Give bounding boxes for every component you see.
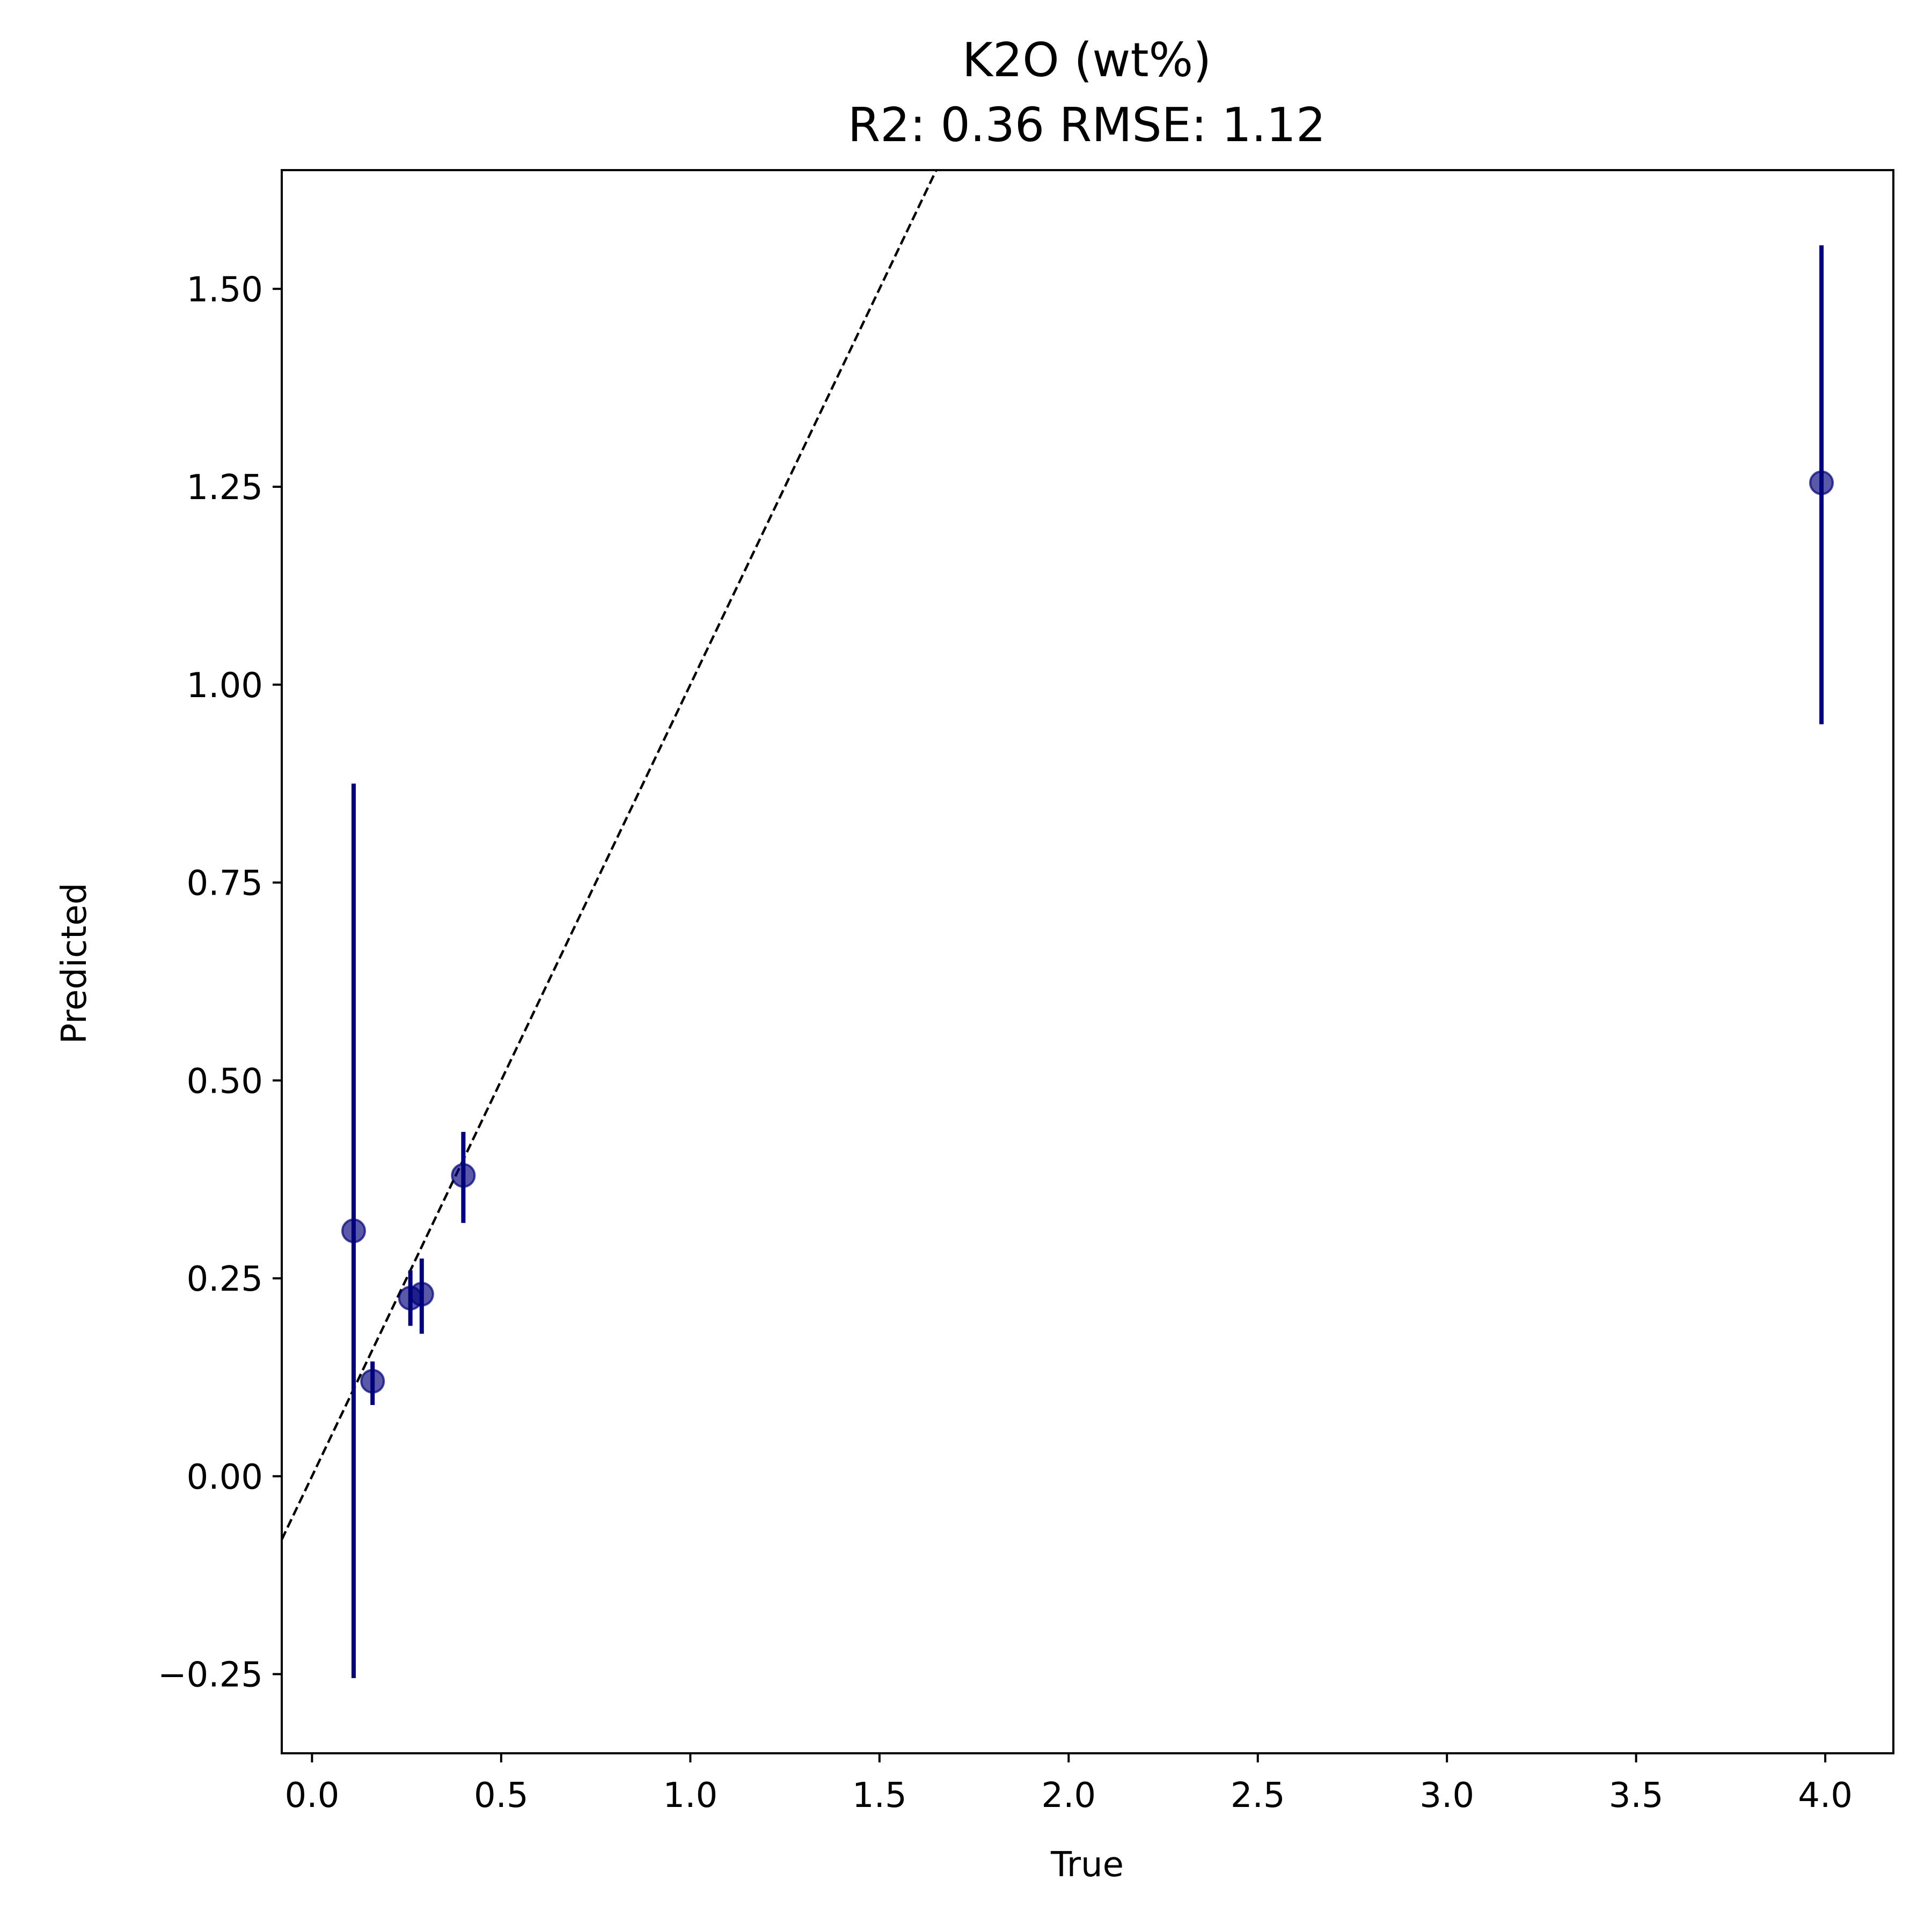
y-tick-label: 1.50 <box>187 270 264 310</box>
y-tick-label: −0.25 <box>158 1656 263 1695</box>
y-tick-label: 1.00 <box>187 666 264 706</box>
chart-subtitle: R2: 0.36 RMSE: 1.12 <box>848 98 1326 152</box>
x-tick-label: 4.0 <box>1798 1776 1853 1816</box>
y-tick-label: 0.75 <box>187 864 264 904</box>
data-point <box>409 1282 434 1307</box>
x-tick-label: 1.5 <box>852 1776 907 1816</box>
x-tick-label: 1.0 <box>663 1776 718 1816</box>
data-points <box>341 470 1834 1394</box>
x-axis-label: True <box>1050 1845 1124 1885</box>
x-tick-label: 0.0 <box>285 1776 340 1816</box>
data-point <box>360 1368 385 1394</box>
x-tick-label: 3.0 <box>1419 1776 1474 1816</box>
x-tick-label: 0.5 <box>474 1776 529 1816</box>
y-tick-label: 0.25 <box>187 1260 264 1299</box>
y-axis-label: Predicted <box>55 883 94 1044</box>
x-tick-label: 2.5 <box>1231 1776 1285 1816</box>
x-tick-label: 2.0 <box>1041 1776 1096 1816</box>
data-point <box>1809 470 1834 495</box>
axes-frame <box>281 169 1894 1754</box>
x-axis-ticks: 0.0 0.5 1.0 1.5 2.0 2.5 3.0 3.5 4.0 <box>285 1753 1853 1816</box>
data-point <box>341 1218 366 1243</box>
chart-title: K2O (wt%) <box>962 33 1211 87</box>
y-tick-label: 0.50 <box>187 1062 264 1101</box>
data-point <box>451 1163 476 1188</box>
y-axis-ticks: −0.25 0.00 0.25 0.50 0.75 1.00 1.25 1.50 <box>158 270 282 1695</box>
identity-reference-line <box>282 170 938 1540</box>
plot-area <box>282 170 1834 1678</box>
x-tick-label: 3.5 <box>1609 1776 1664 1816</box>
y-tick-label: 1.25 <box>187 468 264 508</box>
y-tick-label: 0.00 <box>187 1458 264 1497</box>
